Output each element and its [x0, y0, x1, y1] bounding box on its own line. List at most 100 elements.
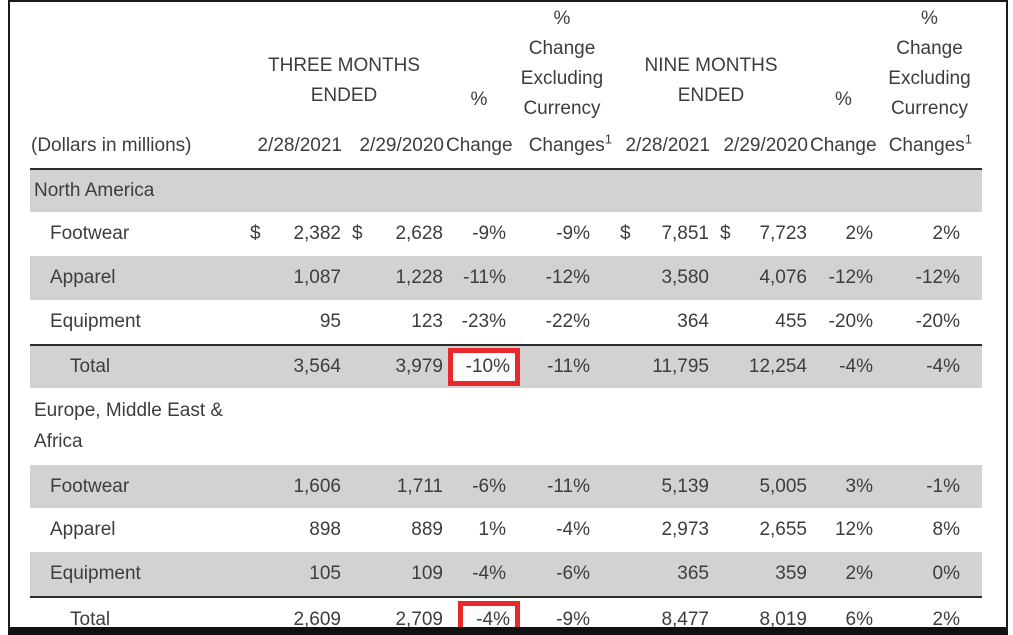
fx-line-change: Change: [528, 38, 596, 59]
pct-cell: 2%: [810, 552, 877, 597]
currency-symbol: [712, 552, 738, 597]
table-frame: THREE MONTHS ENDED % % Change Excluding …: [8, 0, 1008, 635]
value-cell: 5,005: [738, 465, 810, 508]
changes-fx-header: Changes1: [877, 124, 982, 169]
change-header: Change: [446, 135, 513, 156]
pct-cell: -23%: [461, 311, 506, 332]
row-label: Equipment: [30, 552, 242, 597]
nine-months-line2: ENDED: [677, 85, 745, 106]
pct-cell: 12%: [834, 519, 873, 540]
data-row-footwear: Footwear $ 2,382 $ 2,628 -9% -9% $ 7,851…: [30, 212, 982, 256]
fx-line-excluding: Excluding: [520, 68, 604, 89]
value-cell: 3,564: [266, 345, 344, 388]
currency-symbol: [612, 345, 638, 388]
currency-symbol: $: [352, 223, 363, 244]
three-months-header: THREE MONTHS ENDED: [242, 2, 446, 124]
value-cell: 2,609: [293, 609, 341, 630]
value-cell: 8,477: [661, 609, 709, 630]
value-cell: 455: [775, 311, 807, 332]
date-header-2021: 2/28/2021: [257, 135, 342, 156]
header-spacer: [30, 2, 242, 124]
three-months-line1: THREE MONTHS: [268, 55, 420, 76]
value-cell: 105: [266, 552, 344, 597]
change-header: Change: [810, 135, 877, 156]
value-cell: 364: [677, 311, 709, 332]
header-date-row: (Dollars in millions) 2/28/2021 2/29/202…: [30, 124, 982, 169]
fx-line-currency: Currency: [890, 98, 969, 119]
currency-symbol: $: [620, 223, 631, 244]
currency-symbol: [712, 465, 738, 508]
pct-fx-cell: -4%: [556, 519, 590, 540]
currency-symbol: [612, 508, 638, 552]
currency-symbol: [712, 345, 738, 388]
date-header-2021: 2/28/2021: [625, 135, 710, 156]
value-cell: 898: [309, 519, 341, 540]
value-cell: 11,795: [638, 345, 712, 388]
highlight-box: -10%: [447, 348, 520, 386]
pct-fx-cell: -9%: [556, 609, 590, 630]
currency-symbol: [344, 465, 370, 508]
pct-cell: 3%: [810, 465, 877, 508]
value-cell: 1,087: [266, 256, 344, 300]
segment-revenue-table: THREE MONTHS ENDED % % Change Excluding …: [30, 2, 982, 630]
value-cell: 365: [638, 552, 712, 597]
changes-word: Changes: [888, 135, 965, 156]
date-header-2020: 2/29/2020: [359, 135, 444, 156]
pct-cell: -6%: [446, 465, 512, 508]
value-cell: 7,723: [759, 223, 807, 244]
pct-cell: -9%: [472, 223, 506, 244]
pct-fx-cell: 2%: [932, 609, 960, 630]
value-cell: 2,655: [759, 519, 807, 540]
units-label: (Dollars in millions): [31, 135, 192, 156]
currency-symbol: [344, 256, 370, 300]
value-cell: 3,979: [370, 345, 446, 388]
fx-line-pct: %: [553, 8, 571, 29]
pct-cell: -4%: [810, 345, 877, 388]
currency-symbol: [612, 597, 638, 627]
row-label: Equipment: [50, 311, 141, 332]
total-row-north-america: Total 3,564 3,979 -10% -11% 11,795 12,25…: [30, 345, 982, 388]
value-cell: 109: [370, 552, 446, 597]
row-label: Footwear: [50, 223, 130, 244]
value-cell: 2,709: [395, 609, 443, 630]
pct-fx-cell: 8%: [932, 519, 960, 540]
currency-symbol: [242, 508, 266, 552]
data-row-equipment: Equipment 105 109 -4% -6% 365 359 2% 0%: [30, 552, 982, 597]
currency-symbol: [344, 508, 370, 552]
data-row-apparel: Apparel 898 889 1% -4% 2,973 2,655 12% 8…: [30, 508, 982, 552]
pct-fx-cell: -12%: [877, 256, 982, 300]
value-cell: 889: [411, 519, 443, 540]
pct-fx-cell: -4%: [877, 345, 982, 388]
currency-symbol: $: [720, 223, 731, 244]
row-label: Apparel: [50, 519, 116, 540]
nine-months-header: NINE MONTHS ENDED: [612, 2, 810, 124]
currency-symbol: [242, 300, 266, 345]
currency-symbol: [712, 300, 738, 345]
currency-symbol: [712, 256, 738, 300]
fx-line-excluding: Excluding: [888, 68, 971, 89]
pct-change-fx-header: % Change Excluding Currency: [512, 2, 612, 124]
three-months-line2: ENDED: [310, 85, 378, 106]
changes-fx-header: Changes1: [512, 124, 612, 169]
currency-symbol: [344, 597, 370, 627]
currency-symbol: [242, 345, 266, 388]
pct-cell: -20%: [828, 311, 873, 332]
data-row-equipment: Equipment 95 123 -23% -22% 364 455 -20% …: [30, 300, 982, 345]
pct-cell-highlighted: -10%: [446, 345, 520, 388]
pct-fx-cell: -9%: [556, 223, 590, 244]
fx-line-currency: Currency: [523, 98, 601, 119]
value-cell: 4,076: [738, 256, 810, 300]
pct-cell: -11%: [446, 256, 512, 300]
section-row-north-america: North America: [30, 169, 982, 212]
row-label: Footwear: [30, 465, 242, 508]
pct-symbol: %: [470, 89, 488, 110]
value-cell: 5,139: [638, 465, 712, 508]
value-cell: 95: [319, 311, 341, 332]
value-cell: 2,382: [293, 223, 341, 244]
value-cell: 2,628: [395, 223, 443, 244]
pct-cell: -12%: [810, 256, 877, 300]
pct-fx-cell: -1%: [877, 465, 982, 508]
currency-symbol: [612, 552, 638, 597]
pct-fx-cell: -22%: [545, 311, 590, 332]
pct-fx-cell: -11%: [512, 345, 612, 388]
